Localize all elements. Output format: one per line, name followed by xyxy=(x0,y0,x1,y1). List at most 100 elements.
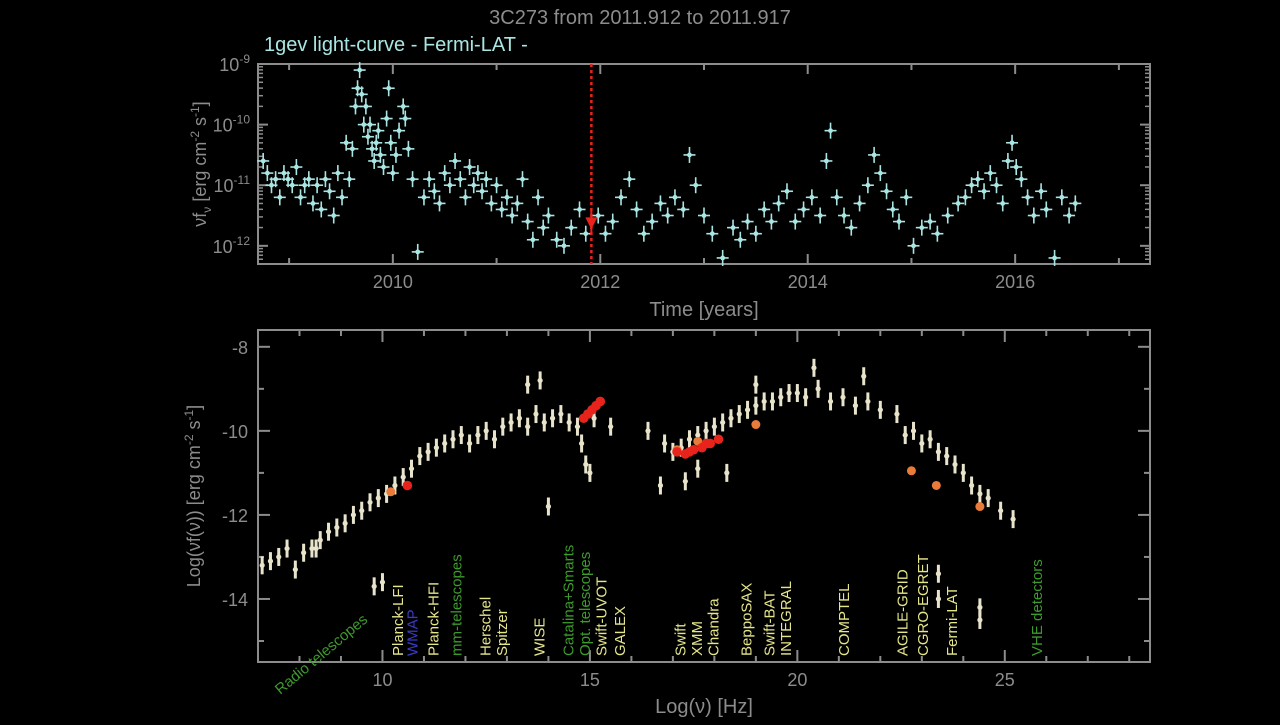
instrument-label: mm-telescopes xyxy=(448,554,465,656)
lightcurve-point xyxy=(772,195,785,212)
lightcurve-marker xyxy=(339,194,345,200)
lightcurve-marker xyxy=(809,194,815,200)
lightcurve-marker xyxy=(381,164,386,170)
sed-point xyxy=(309,539,315,558)
sed-marker xyxy=(475,432,481,438)
lightcurve-marker xyxy=(467,164,472,170)
instrument-label: Planck-HFI xyxy=(425,582,442,656)
lightcurve-marker xyxy=(375,128,381,134)
instrument-label: WISE xyxy=(531,618,548,656)
lightcurve-marker xyxy=(911,243,916,249)
sed-marker xyxy=(466,440,473,447)
lightcurve-marker xyxy=(927,219,933,224)
lightcurve-marker xyxy=(720,255,726,261)
lightcurve-point xyxy=(269,171,282,188)
lightcurve-point xyxy=(853,195,866,212)
lightcurve-marker xyxy=(610,219,616,224)
sed-marker xyxy=(276,554,282,560)
lightcurve-marker xyxy=(641,231,647,237)
lightcurve-marker xyxy=(1072,200,1078,206)
sed-marker xyxy=(450,436,456,442)
sed-marker xyxy=(811,365,817,371)
instrument-label: XMM xyxy=(689,621,706,656)
lightcurve-point xyxy=(689,177,702,194)
sed-point xyxy=(325,522,332,541)
sed-marker xyxy=(910,428,917,434)
sed-point xyxy=(935,564,942,583)
lightcurve-marker xyxy=(1000,200,1006,206)
sed-marker xyxy=(574,424,581,430)
lightcurve-marker xyxy=(884,188,889,194)
sed-point xyxy=(769,392,776,411)
lightcurve-point xyxy=(476,183,489,200)
lightcurve-point xyxy=(990,177,1003,194)
lightcurve-point xyxy=(599,225,612,242)
sed-marker xyxy=(720,419,726,426)
lightcurve-point xyxy=(615,189,628,206)
lightcurve-point xyxy=(393,122,406,139)
sed-archival-marker xyxy=(386,487,396,497)
lightcurve-marker xyxy=(371,158,377,164)
sed-marker xyxy=(786,390,792,396)
sed-marker xyxy=(566,419,572,426)
lightcurve-point xyxy=(797,201,810,218)
lightcurve-point xyxy=(302,171,315,188)
lightcurve-point xyxy=(423,171,436,188)
sed-ytick-label: -14 xyxy=(222,590,248,610)
sed-point xyxy=(686,430,693,449)
sed-point xyxy=(267,552,274,571)
lightcurve-point xyxy=(734,231,747,248)
lightcurve-marker xyxy=(514,200,520,206)
lightcurve-marker xyxy=(363,104,369,109)
sed-marker xyxy=(516,415,522,421)
sed-point xyxy=(533,405,539,424)
lightcurve-marker xyxy=(634,207,639,212)
lightcurve-point xyxy=(357,116,370,133)
lightcurve-point xyxy=(606,213,619,230)
lightcurve-marker xyxy=(535,194,541,200)
lightcurve-point xyxy=(965,177,978,194)
sed-marker xyxy=(794,390,800,396)
lightcurve-point xyxy=(511,195,524,212)
sed-point xyxy=(491,430,498,449)
lightcurve-marker xyxy=(483,176,489,182)
sed-marker xyxy=(334,524,340,531)
sed-marker xyxy=(902,432,908,438)
sed-point xyxy=(537,371,543,390)
lightcurve-marker xyxy=(367,122,373,128)
sed-marker xyxy=(508,419,514,426)
sed-point xyxy=(558,405,564,424)
sed-marker xyxy=(500,424,506,430)
lightcurve-marker xyxy=(384,116,390,121)
sed-point xyxy=(276,547,282,566)
sed-point xyxy=(894,405,900,424)
lightcurve-point xyxy=(399,110,412,127)
sed-point xyxy=(753,375,759,394)
lightcurve-marker xyxy=(769,219,774,224)
lightcurve-marker xyxy=(969,182,974,188)
lightcurve-marker xyxy=(784,188,790,194)
lightcurve-point xyxy=(1035,183,1048,200)
lightcurve-marker xyxy=(919,225,925,231)
lightcurve-marker xyxy=(834,194,840,200)
lightcurve-point xyxy=(372,122,385,139)
sed-frame xyxy=(257,329,1151,663)
sed-marker xyxy=(533,411,539,417)
lightcurve-marker xyxy=(281,170,287,176)
sed-panel: 10 15 20 25 -8 -10 -12 -14 Log(ν) [Hz] Log(νf(ν))… xyxy=(182,329,1151,718)
lightcurve-point xyxy=(868,146,881,163)
lightcurve-marker xyxy=(730,225,736,231)
lightcurve-xtick-label: 2016 xyxy=(995,272,1035,292)
lightcurve-point xyxy=(741,213,754,230)
sed-point xyxy=(977,610,983,629)
sed-marker xyxy=(367,499,373,505)
sed-point xyxy=(877,400,883,419)
lightcurve-marker xyxy=(457,176,463,182)
sed-point xyxy=(541,413,547,432)
lightcurve-marker xyxy=(753,231,759,237)
sed-point xyxy=(778,388,784,407)
lightcurve-marker xyxy=(359,91,365,97)
sed-point xyxy=(334,518,340,537)
sed-marker xyxy=(711,424,717,430)
sed-point xyxy=(425,442,431,461)
